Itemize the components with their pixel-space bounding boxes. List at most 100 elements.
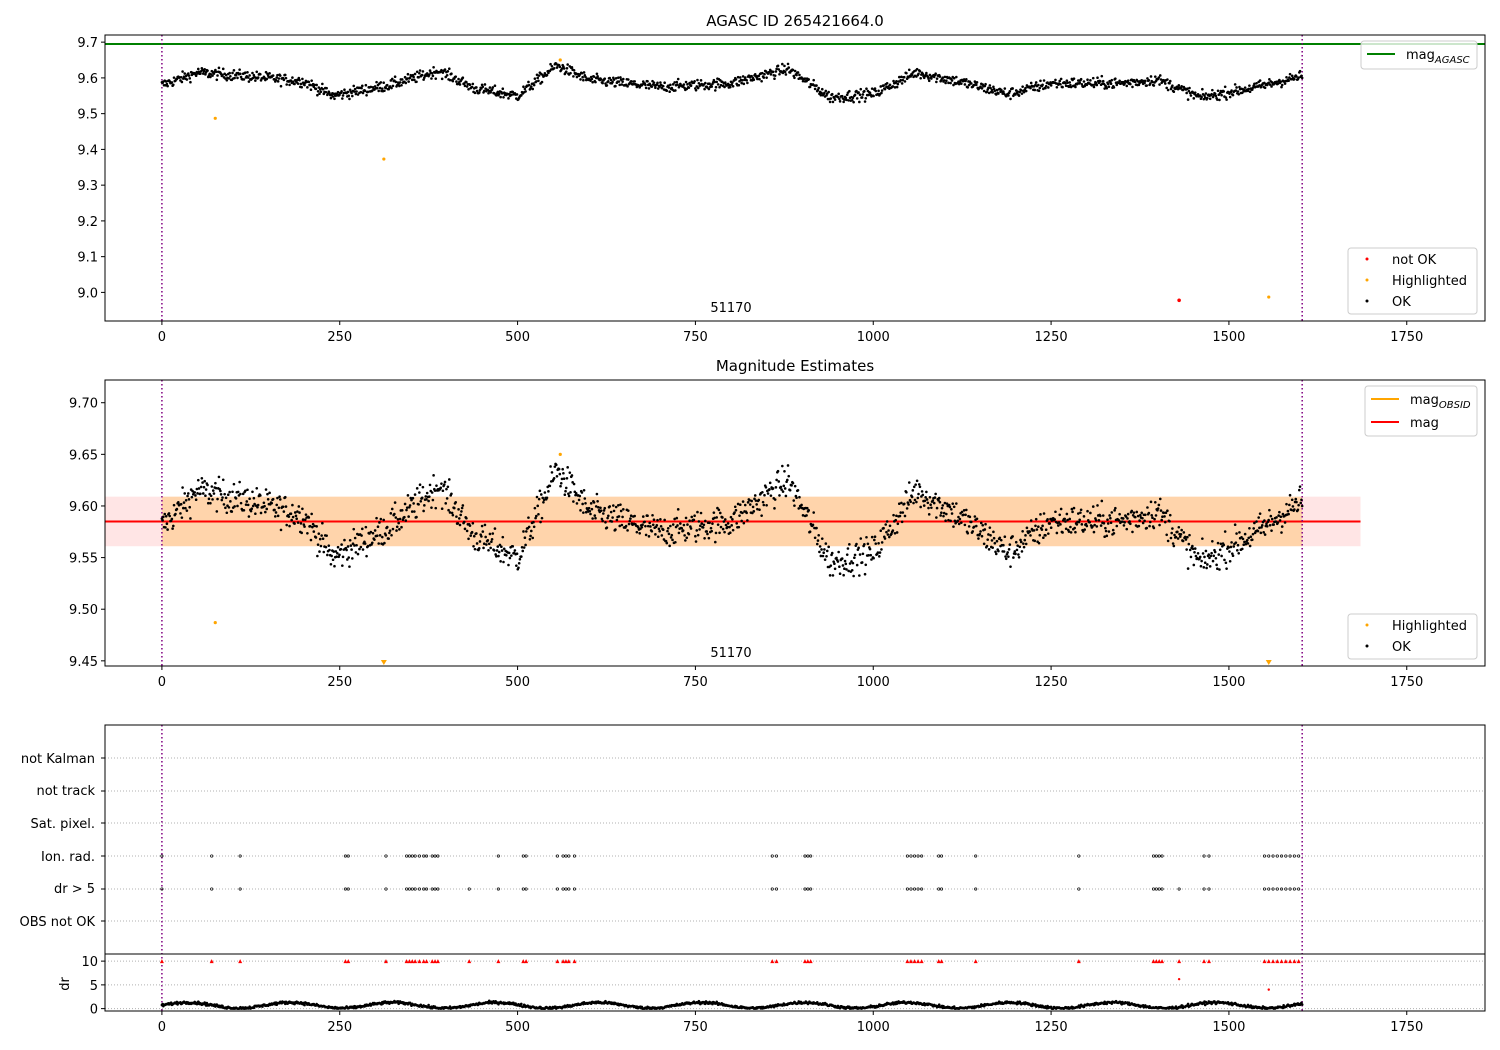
ok-point — [282, 78, 286, 82]
ok-point — [713, 80, 716, 84]
offscale-highlighted-marker — [380, 660, 387, 665]
ok-point — [823, 558, 827, 561]
ok-point — [393, 512, 396, 516]
ok-point — [461, 76, 465, 80]
ok-point — [520, 545, 524, 549]
ok-point — [1218, 91, 1222, 95]
ok-point — [641, 523, 644, 527]
ok-point — [233, 505, 236, 508]
ok-point — [1028, 530, 1032, 533]
ok-point — [868, 91, 872, 95]
ok-point — [446, 69, 450, 73]
ok-point — [592, 75, 596, 78]
ok-point — [415, 515, 418, 519]
ok-point — [858, 574, 861, 577]
flag-point — [912, 854, 917, 858]
ok-point — [1242, 543, 1246, 547]
flag-point — [1262, 887, 1267, 891]
ok-point — [276, 496, 279, 500]
ok-point — [1237, 92, 1241, 96]
ok-point — [787, 66, 791, 69]
ok-point — [718, 85, 721, 89]
ok-point — [1300, 74, 1303, 78]
ok-point — [1172, 90, 1176, 94]
ok-point — [590, 507, 594, 511]
flag-point — [1292, 854, 1296, 858]
ok-point — [721, 516, 724, 519]
ok-point — [408, 504, 412, 507]
ok-point — [615, 518, 619, 522]
ok-point — [1158, 523, 1161, 527]
flag-point — [561, 854, 565, 858]
ok-point — [848, 543, 851, 546]
p1-ytick-label: 9.7 — [77, 36, 98, 51]
ok-point — [728, 85, 732, 89]
ok-point — [581, 75, 584, 79]
ok-point — [1160, 518, 1164, 522]
ok-point — [760, 514, 763, 517]
ok-point — [407, 80, 410, 83]
ok-point — [404, 519, 408, 522]
ok-point — [594, 80, 597, 84]
ok-point — [572, 69, 576, 72]
ok-point — [388, 529, 392, 532]
ok-point — [274, 511, 278, 514]
ok-point — [607, 514, 610, 518]
ok-point — [603, 506, 607, 510]
ok-point — [703, 87, 706, 91]
ok-point — [1029, 534, 1032, 537]
ok-point — [489, 91, 492, 94]
ok-point — [1213, 92, 1217, 96]
ok-point — [316, 543, 320, 546]
ok-point — [1295, 75, 1298, 78]
ok-point — [291, 76, 294, 79]
ok-point — [319, 90, 323, 94]
ok-point — [752, 510, 756, 513]
ok-point — [618, 524, 622, 528]
ok-point — [531, 87, 535, 91]
flag-point — [572, 854, 577, 858]
ok-point — [1211, 559, 1215, 563]
ok-point — [980, 87, 984, 90]
ok-point — [629, 79, 633, 83]
ok-point — [1048, 522, 1052, 525]
flag-point — [160, 854, 164, 858]
ok-point — [1044, 534, 1047, 537]
ok-point — [300, 85, 303, 89]
ok-point — [255, 70, 259, 74]
ok-point — [830, 92, 834, 96]
ok-point — [1121, 520, 1124, 523]
ok-point — [291, 80, 295, 84]
ok-point — [412, 502, 415, 505]
ok-point — [769, 73, 773, 76]
ok-point — [827, 545, 830, 549]
ok-point — [566, 63, 569, 66]
ok-point — [1279, 515, 1283, 518]
ok-point — [694, 88, 698, 92]
ok-point — [569, 71, 572, 75]
ok-point — [417, 76, 420, 79]
ok-point — [409, 496, 413, 500]
flag-point — [1288, 854, 1292, 858]
flag-point — [555, 887, 559, 891]
ok-point — [952, 83, 955, 87]
ok-point — [366, 544, 370, 548]
ok-point — [1248, 544, 1252, 548]
ok-point — [245, 500, 249, 503]
ok-point — [318, 537, 322, 541]
flag-point — [564, 887, 568, 891]
ok-point — [938, 75, 942, 78]
ok-point — [605, 526, 609, 529]
ok-point — [490, 537, 494, 541]
ok-point — [833, 562, 836, 566]
ok-point — [1021, 85, 1024, 88]
dr-point — [169, 1001, 173, 1004]
ok-point — [835, 556, 838, 560]
ok-point — [532, 525, 536, 529]
ok-point — [745, 78, 748, 82]
panel-agasc-magnitude: AGASC ID 265421664.0 51170 9.09.19.29.39… — [77, 12, 1486, 345]
ok-point — [1118, 79, 1121, 83]
ok-point — [1205, 566, 1208, 570]
ok-point — [640, 525, 644, 529]
ok-point — [1085, 524, 1089, 528]
